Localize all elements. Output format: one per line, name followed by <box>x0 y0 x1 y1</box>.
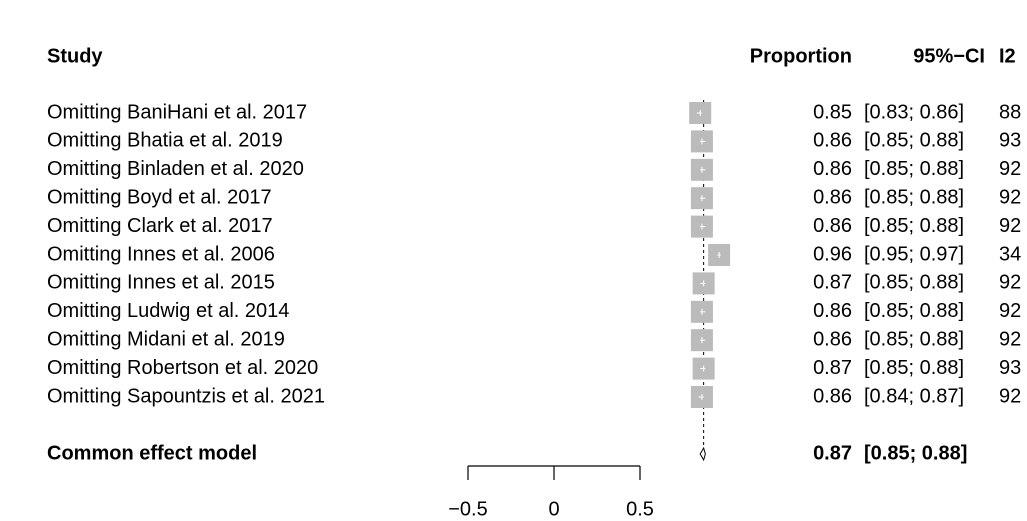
study-label: Omitting Sapountzis et al. 2021 <box>47 385 325 407</box>
study-label: Omitting Binladen et al. 2020 <box>47 158 304 180</box>
i2-value: 92 <box>999 272 1021 294</box>
study-label: Omitting Midani et al. 2019 <box>47 328 285 350</box>
i2-header: I2 <box>999 45 1016 67</box>
x-tick-label: 0.5 <box>626 498 654 520</box>
proportion-header: Proportion <box>750 45 852 67</box>
proportion-value: 0.86 <box>813 300 852 322</box>
proportion-value: 0.86 <box>813 215 852 237</box>
study-label: Omitting BaniHani et al. 2017 <box>47 101 307 123</box>
i2-value: 34 <box>999 243 1021 265</box>
ci-label: [0.85; 0.88] <box>864 272 964 294</box>
x-tick-label: 0 <box>548 498 559 520</box>
i2-value: 88 <box>999 101 1021 123</box>
ci-label: [0.85; 0.88] <box>864 158 964 180</box>
ci-header: 95%−CI <box>913 45 985 67</box>
ci-label: [0.84; 0.87] <box>864 385 964 407</box>
i2-value: 93 <box>999 130 1021 152</box>
ci-label: [0.83; 0.86] <box>864 101 964 123</box>
i2-value: 92 <box>999 385 1021 407</box>
proportion-value: 0.87 <box>813 272 852 294</box>
ci-label: [0.85; 0.88] <box>864 328 964 350</box>
study-label: Omitting Boyd et al. 2017 <box>47 186 272 208</box>
proportion-value: 0.86 <box>813 186 852 208</box>
ci-label: [0.95; 0.97] <box>864 243 964 265</box>
ci-label: [0.85; 0.88] <box>864 186 964 208</box>
ci-label: [0.85; 0.88] <box>864 300 964 322</box>
ci-label: [0.85; 0.88] <box>864 215 964 237</box>
study-header: Study <box>47 45 103 67</box>
study-label: Omitting Clark et al. 2017 <box>47 215 273 237</box>
i2-value: 92 <box>999 158 1021 180</box>
proportion-value: 0.85 <box>813 101 852 123</box>
i2-value: 93 <box>999 357 1021 379</box>
study-label: Omitting Robertson et al. 2020 <box>47 357 318 379</box>
common-value: 0.87 <box>813 442 852 464</box>
x-tick-label: −0.5 <box>448 498 487 520</box>
common-ci: [0.85; 0.88] <box>864 442 967 464</box>
study-label: Omitting Innes et al. 2015 <box>47 272 275 294</box>
proportion-value: 0.96 <box>813 243 852 265</box>
proportion-value: 0.86 <box>813 385 852 407</box>
ci-label: [0.85; 0.88] <box>864 130 964 152</box>
proportion-value: 0.86 <box>813 158 852 180</box>
proportion-value: 0.86 <box>813 130 852 152</box>
i2-value: 92 <box>999 328 1021 350</box>
study-label: Omitting Bhatia et al. 2019 <box>47 130 283 152</box>
proportion-value: 0.87 <box>813 357 852 379</box>
i2-value: 92 <box>999 300 1021 322</box>
i2-value: 92 <box>999 186 1021 208</box>
study-label: Omitting Innes et al. 2006 <box>47 243 275 265</box>
proportion-value: 0.86 <box>813 328 852 350</box>
ci-label: [0.85; 0.88] <box>864 357 964 379</box>
study-label: Omitting Ludwig et al. 2014 <box>47 300 289 322</box>
common-diamond <box>699 446 706 462</box>
common-label: Common effect model <box>47 442 257 464</box>
i2-value: 92 <box>999 215 1021 237</box>
